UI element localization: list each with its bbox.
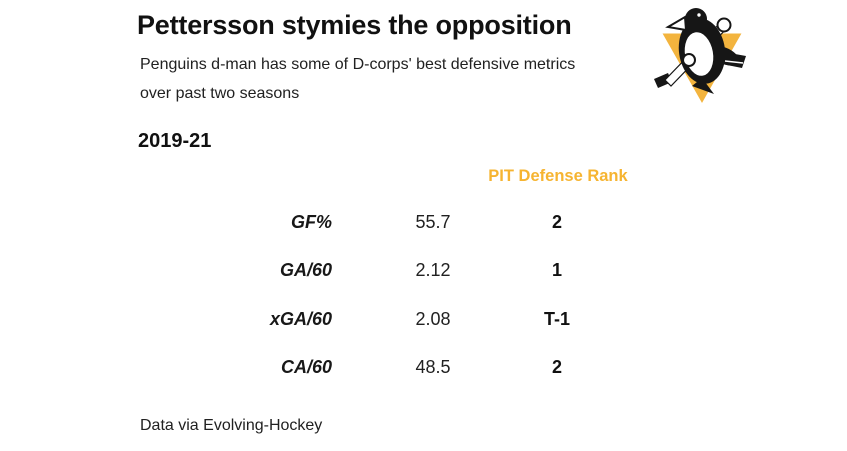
rank-column-header: PIT Defense Rank	[488, 167, 628, 185]
metric-value: 2.12	[415, 260, 451, 280]
table-row: CA/60 48.5 2	[0, 354, 847, 380]
metric-label: xGA/60	[269, 309, 332, 329]
metric-label: CA/60	[280, 357, 332, 377]
metric-rank: 2	[551, 212, 562, 232]
season-label: 2019-21	[138, 130, 212, 152]
metric-value: 2.08	[415, 309, 451, 329]
metric-rank: 2	[551, 357, 562, 377]
metric-rank: T-1	[543, 309, 570, 329]
subtitle-line-1: Penguins d-man has some of D-corps' best…	[140, 56, 576, 73]
metric-value: 55.7	[415, 212, 451, 232]
page-subtitle: Penguins d-man has some of D-corps' best…	[140, 50, 575, 108]
subtitle-line-2: over past two seasons	[140, 85, 300, 102]
metric-value: 48.5	[415, 357, 451, 377]
page-title: Pettersson stymies the opposition	[137, 10, 572, 40]
metric-rank: 1	[551, 260, 562, 280]
table-row: GA/60 2.12 1	[0, 257, 847, 283]
table-row: xGA/60 2.08 T-1	[0, 306, 847, 332]
penguins-logo-icon	[652, 6, 752, 110]
metric-label: GF%	[290, 212, 332, 232]
metric-label: GA/60	[279, 260, 332, 280]
data-source-note: Data via Evolving-Hockey	[140, 417, 323, 434]
table-row: GF% 55.7 2	[0, 209, 847, 235]
